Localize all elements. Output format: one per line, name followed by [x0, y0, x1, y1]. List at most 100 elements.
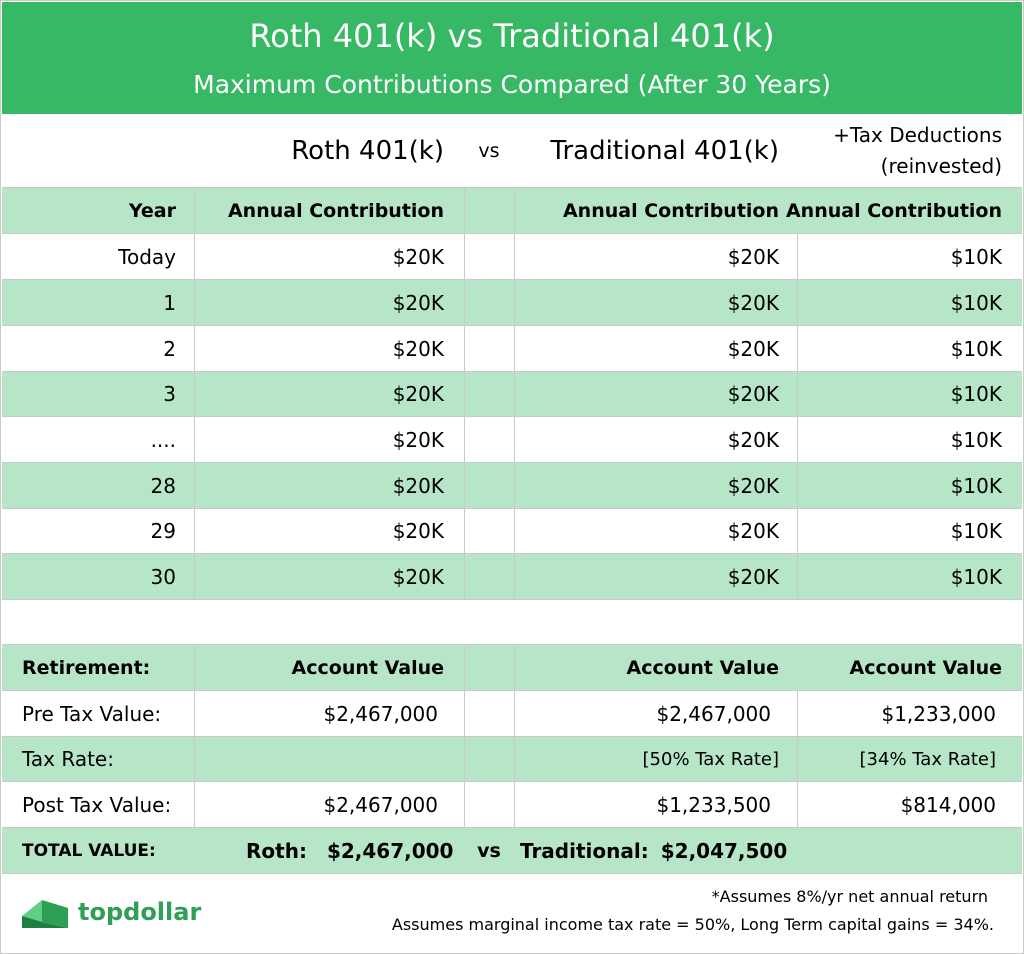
traditional-contribution-header: Annual Contribution — [514, 188, 797, 233]
traditional-total-value: $2,047,500 — [660, 838, 788, 863]
spacer-cell — [464, 691, 514, 736]
traditional-contribution-cell: $20K — [514, 417, 797, 462]
roth-tax-rate — [194, 737, 464, 781]
year-cell: 30 — [150, 564, 176, 589]
tax-assumption-note: Assumes marginal income tax rate = 50%, … — [391, 915, 994, 934]
year-column-header: Year — [128, 199, 176, 222]
spacer-cell — [464, 188, 514, 233]
traditional-post-tax-value: $1,233,500 — [514, 782, 797, 827]
deductions-post-tax-value: $814,000 — [797, 782, 1022, 827]
year-cell: 28 — [150, 473, 176, 498]
brand-name: topdollar — [78, 898, 202, 926]
traditional-total: Traditional: $2,047,500 — [520, 828, 787, 873]
traditional-tax-rate: [50% Tax Rate] — [514, 737, 797, 781]
roth-contribution-cell: $20K — [194, 280, 464, 325]
deductions-contribution-cell: $10K — [797, 234, 1022, 279]
deductions-account-value-header: Account Value — [849, 656, 1002, 679]
roth-contribution-cell: $20K — [194, 417, 464, 462]
footer: topdollar *Assumes 8%/yr net annual retu… — [2, 874, 1022, 952]
spacer-cell — [464, 234, 514, 279]
deductions-contribution-cell: $10K — [797, 372, 1022, 416]
tax-deductions-line2: (reinvested) — [880, 154, 1002, 178]
roth-total-label: Roth: — [246, 838, 307, 863]
spacer-cell — [464, 326, 514, 371]
page-title: Roth 401(k) vs Traditional 401(k) — [249, 17, 775, 55]
traditional-contribution-cell: $20K — [514, 509, 797, 553]
spacer-cell — [464, 372, 514, 416]
year-cell: Today — [118, 244, 176, 269]
year-cell: 2 — [163, 336, 176, 361]
tax-deductions-heading: +Tax Deductions (reinvested) — [797, 120, 1022, 182]
roth-total: Roth: $2,467,000 — [246, 828, 453, 873]
traditional-contribution-cell: $20K — [514, 326, 797, 371]
plan-header-row: Roth 401(k) vs Traditional 401(k) +Tax D… — [2, 114, 1022, 188]
table-row: 3 $20K $20K $10K — [2, 372, 1022, 417]
traditional-contribution-cell: $20K — [514, 280, 797, 325]
spacer-cell — [464, 737, 514, 781]
topdollar-logo-icon — [22, 900, 68, 928]
roth-contribution-cell: $20K — [194, 372, 464, 416]
table-row: 28 $20K $20K $10K — [2, 463, 1022, 509]
traditional-account-value-header: Account Value — [514, 645, 797, 690]
pre-tax-value-row: Pre Tax Value: $2,467,000 $2,467,000 $1,… — [2, 691, 1022, 737]
table-row: 2 $20K $20K $10K — [2, 326, 1022, 372]
roth-plan-heading: Roth 401(k) — [291, 135, 444, 166]
total-value-row: TOTAL VALUE: Roth: $2,467,000 vs Traditi… — [2, 828, 1022, 874]
vs-label: vs — [478, 139, 500, 162]
year-cell: 1 — [163, 290, 176, 315]
year-cell: .... — [150, 427, 176, 452]
spacer-cell — [464, 417, 514, 462]
column-header-row: Year Annual Contribution Annual Contribu… — [2, 188, 1022, 234]
tax-deductions-line1: +Tax Deductions — [833, 123, 1002, 147]
spacer-cell — [464, 280, 514, 325]
roth-contribution-cell: $20K — [194, 554, 464, 599]
deductions-tax-rate: [34% Tax Rate] — [797, 737, 1022, 781]
deductions-contribution-header: Annual Contribution — [785, 199, 1002, 222]
roth-contribution-cell: $20K — [194, 509, 464, 553]
roth-pre-tax-value: $2,467,000 — [194, 691, 464, 736]
roth-contribution-cell: $20K — [194, 463, 464, 508]
year-cell: 3 — [163, 382, 176, 406]
roth-post-tax-value: $2,467,000 — [194, 782, 464, 827]
table-row: 30 $20K $20K $10K — [2, 554, 1022, 600]
spacer-cell — [464, 554, 514, 599]
post-tax-value-row: Post Tax Value: $2,467,000 $1,233,500 $8… — [2, 782, 1022, 828]
total-vs-label: vs — [477, 839, 501, 862]
traditional-contribution-cell: $20K — [514, 234, 797, 279]
traditional-contribution-cell: $20K — [514, 372, 797, 416]
deductions-contribution-cell: $10K — [797, 509, 1022, 553]
roth-total-value: $2,467,000 — [326, 838, 454, 863]
deductions-contribution-cell: $10K — [797, 280, 1022, 325]
tax-rate-label: Tax Rate: — [22, 747, 114, 771]
pre-tax-label: Pre Tax Value: — [22, 701, 162, 726]
traditional-pre-tax-value: $2,467,000 — [514, 691, 797, 736]
post-tax-label: Post Tax Value: — [22, 792, 172, 817]
title-banner: Roth 401(k) vs Traditional 401(k) Maximu… — [2, 2, 1022, 114]
roth-contribution-cell: $20K — [194, 234, 464, 279]
tax-rate-row: Tax Rate: [50% Tax Rate] [34% Tax Rate] — [2, 737, 1022, 782]
retirement-label: Retirement: — [22, 656, 151, 679]
table-row: 29 $20K $20K $10K — [2, 509, 1022, 554]
deductions-contribution-cell: $10K — [797, 463, 1022, 508]
topdollar-logo: topdollar — [20, 894, 201, 930]
traditional-contribution-cell: $20K — [514, 554, 797, 599]
spacer-cell — [464, 645, 514, 690]
deductions-contribution-cell: $10K — [797, 326, 1022, 371]
deductions-contribution-cell: $10K — [797, 554, 1022, 599]
retirement-header-row: Retirement: Account Value Account Value … — [2, 645, 1022, 691]
table-row: .... $20K $20K $10K — [2, 417, 1022, 463]
roth-account-value-header: Account Value — [194, 645, 464, 690]
spacer-cell — [464, 509, 514, 553]
return-assumption-note: *Assumes 8%/yr net annual return — [711, 887, 988, 906]
deductions-contribution-cell: $10K — [797, 417, 1022, 462]
table-row: Today $20K $20K $10K — [2, 234, 1022, 280]
total-value-label: TOTAL VALUE: — [22, 840, 156, 861]
year-cell: 29 — [150, 519, 176, 543]
roth-contribution-cell: $20K — [194, 326, 464, 371]
deductions-pre-tax-value: $1,233,000 — [797, 691, 1022, 736]
roth-contribution-header: Annual Contribution — [194, 188, 464, 233]
table-row: 1 $20K $20K $10K — [2, 280, 1022, 326]
traditional-contribution-cell: $20K — [514, 463, 797, 508]
traditional-total-label: Traditional: — [520, 838, 649, 863]
spacer-cell — [464, 782, 514, 827]
